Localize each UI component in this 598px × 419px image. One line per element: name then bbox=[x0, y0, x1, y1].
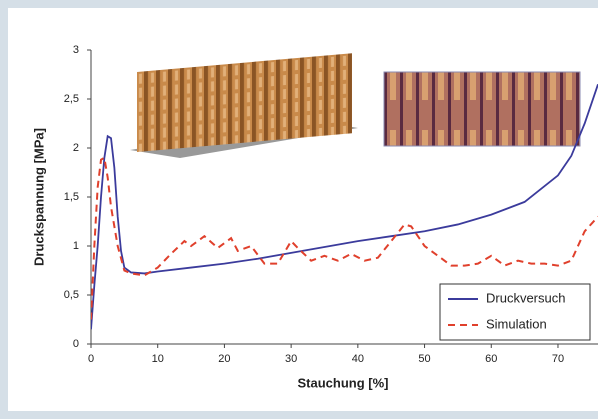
x-tick-label: 70 bbox=[552, 353, 564, 365]
x-tick-label: 30 bbox=[285, 353, 297, 365]
legend-label: Simulation bbox=[486, 316, 547, 331]
plot-area bbox=[91, 84, 598, 330]
x-tick-label: 40 bbox=[352, 353, 364, 365]
x-tick-label: 10 bbox=[152, 353, 164, 365]
y-tick-label: 3 bbox=[73, 44, 79, 56]
x-axis-label: Stauchung [%] bbox=[298, 375, 389, 390]
y-tick-label: 1 bbox=[73, 240, 79, 252]
y-axis-label: Druckspannung [MPa] bbox=[31, 128, 46, 266]
photo-cube bbox=[130, 53, 358, 158]
x-tick-label: 50 bbox=[418, 353, 430, 365]
photo-strip bbox=[383, 71, 581, 147]
line bbox=[91, 84, 598, 330]
x-tick-label: 0 bbox=[88, 353, 94, 365]
x-tick-label: 20 bbox=[218, 353, 230, 365]
x-tick-label: 60 bbox=[485, 353, 497, 365]
line bbox=[91, 156, 598, 320]
y-tick-label: 0,5 bbox=[64, 289, 79, 301]
y-tick-label: 2 bbox=[73, 142, 79, 154]
y-tick-label: 1,5 bbox=[64, 191, 79, 203]
y-tick-label: 0 bbox=[73, 338, 79, 350]
legend-label: Druckversuch bbox=[486, 290, 565, 305]
legend bbox=[439, 283, 591, 341]
y-tick-label: 2,5 bbox=[64, 93, 79, 105]
